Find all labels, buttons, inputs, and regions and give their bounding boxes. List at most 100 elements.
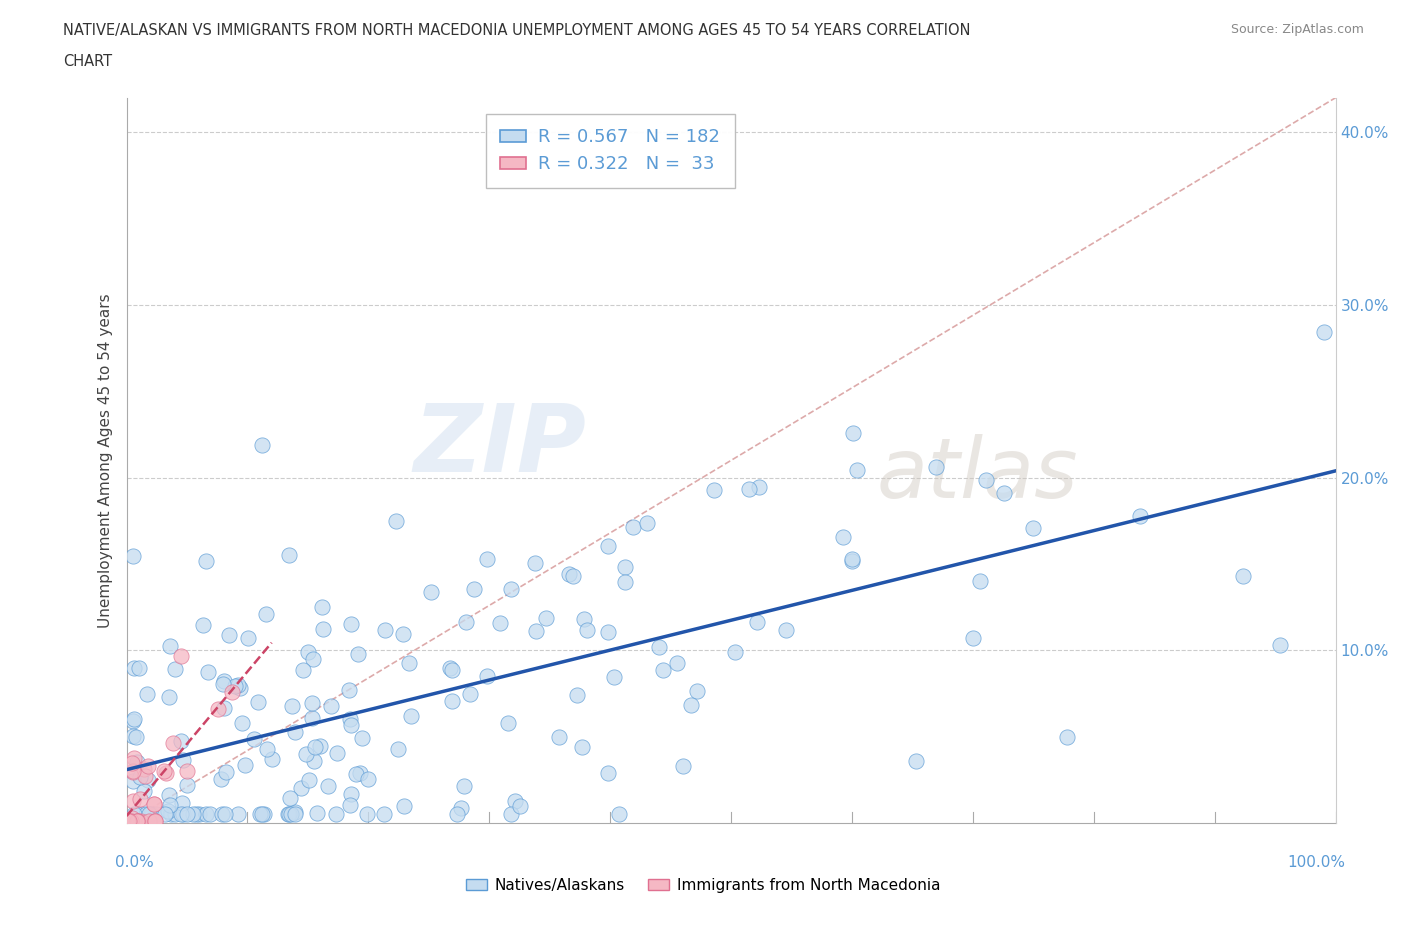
- Point: [143, 814, 166, 829]
- Point: [128, 660, 150, 675]
- Point: [598, 538, 620, 553]
- Point: [603, 669, 626, 684]
- Point: [576, 623, 599, 638]
- Point: [326, 746, 349, 761]
- Point: [129, 791, 152, 806]
- Point: [143, 814, 166, 829]
- Point: [122, 660, 145, 675]
- Point: [214, 701, 236, 716]
- Point: [277, 807, 299, 822]
- Point: [1129, 509, 1152, 524]
- Point: [117, 814, 139, 829]
- Point: [745, 614, 768, 629]
- Point: [155, 766, 177, 781]
- Point: [571, 739, 593, 754]
- Point: [672, 758, 695, 773]
- Point: [398, 656, 420, 671]
- Point: [155, 807, 177, 822]
- Point: [374, 622, 396, 637]
- Point: [748, 479, 770, 494]
- Point: [614, 575, 637, 590]
- Point: [176, 807, 198, 822]
- Point: [212, 673, 235, 688]
- Point: [1312, 325, 1334, 339]
- Point: [159, 639, 181, 654]
- Point: [156, 804, 179, 818]
- Point: [489, 615, 512, 630]
- Point: [905, 753, 928, 768]
- Point: [387, 741, 409, 756]
- Point: [392, 799, 415, 814]
- Point: [284, 804, 307, 819]
- Point: [193, 618, 215, 632]
- Point: [284, 807, 307, 822]
- Point: [181, 807, 204, 822]
- Point: [1232, 568, 1254, 583]
- Point: [122, 764, 145, 778]
- Point: [1022, 521, 1045, 536]
- Point: [561, 568, 583, 583]
- Point: [648, 640, 671, 655]
- Point: [121, 810, 143, 825]
- Point: [547, 729, 569, 744]
- Point: [307, 805, 329, 820]
- Point: [463, 582, 485, 597]
- Point: [277, 807, 299, 822]
- Point: [136, 687, 159, 702]
- Point: [197, 664, 219, 679]
- Point: [260, 751, 283, 766]
- Point: [291, 662, 314, 677]
- Text: CHART: CHART: [63, 54, 112, 69]
- Point: [439, 661, 461, 676]
- Legend: Natives/Alaskans, Immigrants from North Macedonia: Natives/Alaskans, Immigrants from North …: [460, 872, 946, 899]
- Point: [129, 814, 152, 829]
- Point: [284, 724, 307, 739]
- Point: [723, 644, 745, 659]
- Point: [340, 617, 363, 631]
- Point: [498, 715, 520, 730]
- Point: [172, 807, 194, 822]
- Point: [139, 807, 162, 822]
- Point: [143, 814, 166, 829]
- Point: [198, 807, 221, 822]
- Text: ZIP: ZIP: [413, 400, 586, 492]
- Point: [247, 695, 270, 710]
- Point: [298, 773, 321, 788]
- Point: [121, 814, 143, 829]
- Point: [132, 807, 155, 822]
- Point: [184, 807, 207, 822]
- Point: [170, 733, 193, 748]
- Point: [665, 656, 688, 671]
- Point: [969, 574, 991, 589]
- Point: [125, 755, 148, 770]
- Point: [841, 554, 863, 569]
- Point: [121, 774, 143, 789]
- Point: [304, 753, 326, 768]
- Point: [456, 614, 478, 629]
- Point: [256, 742, 278, 757]
- Point: [319, 698, 342, 713]
- Text: NATIVE/ALASKAN VS IMMIGRANTS FROM NORTH MACEDONIA UNEMPLOYMENT AMONG AGES 45 TO : NATIVE/ALASKAN VS IMMIGRANTS FROM NORTH …: [63, 23, 970, 38]
- Point: [738, 482, 761, 497]
- Point: [224, 679, 246, 694]
- Point: [132, 762, 155, 777]
- Point: [129, 770, 152, 785]
- Point: [221, 684, 243, 699]
- Point: [121, 713, 143, 728]
- Point: [172, 795, 194, 810]
- Point: [145, 807, 167, 822]
- Point: [499, 582, 522, 597]
- Point: [339, 787, 361, 802]
- Point: [122, 751, 145, 765]
- Point: [277, 548, 299, 563]
- Point: [295, 747, 318, 762]
- Point: [340, 717, 363, 732]
- Text: Source: ZipAtlas.com: Source: ZipAtlas.com: [1230, 23, 1364, 36]
- Point: [214, 807, 236, 822]
- Point: [419, 584, 441, 599]
- Point: [170, 807, 193, 822]
- Point: [524, 555, 547, 570]
- Point: [440, 662, 463, 677]
- Point: [138, 807, 160, 822]
- Point: [125, 814, 148, 829]
